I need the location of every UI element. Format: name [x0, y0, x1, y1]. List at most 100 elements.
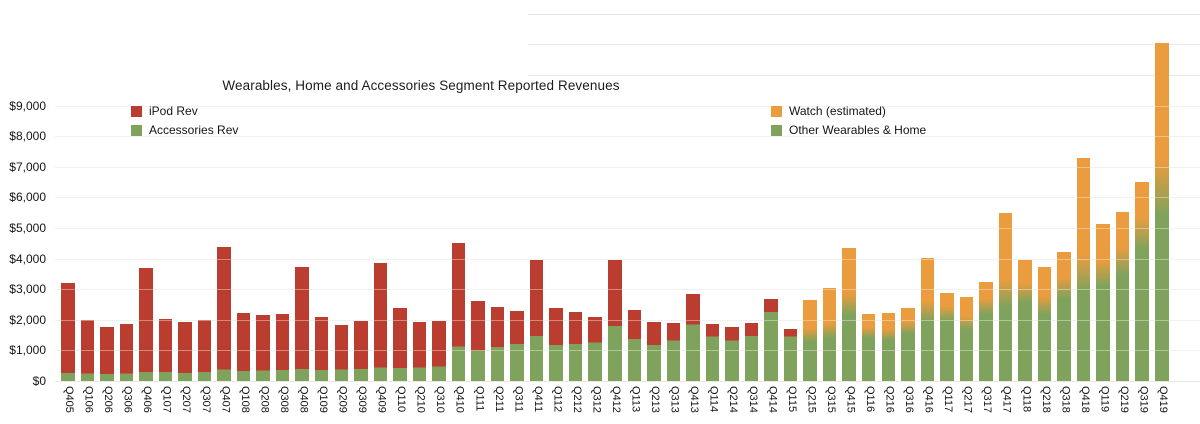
y-axis-label: $3,000	[9, 282, 46, 297]
bar-q318	[1057, 251, 1071, 381]
bar-q112	[549, 307, 563, 381]
x-axis-label-q408: Q408	[297, 386, 310, 413]
x-axis-label-q216: Q216	[883, 386, 896, 413]
x-axis-label-q206: Q206	[102, 386, 115, 413]
bar-q310	[432, 320, 446, 381]
bar-q118	[1018, 260, 1032, 381]
x-axis-label-q416: Q416	[922, 386, 935, 413]
y-axis-label: $2,000	[9, 312, 46, 327]
y-axis-label: $6,000	[9, 190, 46, 205]
x-axis-label-q208: Q208	[258, 386, 271, 413]
gridline-overlay-5000	[55, 228, 1200, 229]
bar-q406	[139, 267, 153, 381]
x-axis-label-q115: Q115	[785, 386, 798, 413]
bar-q314	[744, 322, 759, 381]
bar-q419	[1155, 42, 1169, 381]
x-axis-label-q108: Q108	[238, 386, 251, 413]
x-axis-label-q405: Q405	[63, 386, 75, 413]
y-axis-label: $1,000	[9, 343, 46, 358]
x-axis-label-q116: Q116	[863, 386, 876, 413]
x-axis-label-q112: Q112	[551, 386, 564, 413]
x-axis-label-q419: Q419	[1157, 386, 1170, 413]
x-axis-label-q319: Q319	[1137, 386, 1150, 413]
bar-q206	[100, 326, 114, 381]
bar-q119	[1096, 224, 1110, 381]
bar-q215	[803, 300, 817, 381]
gridline-overlay-2000	[55, 319, 1200, 321]
x-axis-label-q406: Q406	[141, 386, 154, 413]
bar-q107	[158, 318, 173, 381]
bar-q211	[490, 307, 505, 381]
bar-q111	[471, 301, 485, 381]
x-axis-label-q107: Q107	[160, 386, 173, 413]
bar-q412	[608, 260, 622, 381]
gridline-4000	[55, 258, 1200, 260]
gridline-6000	[55, 197, 1200, 199]
bar-q316	[901, 308, 915, 381]
y-axis-label: $8,000	[9, 129, 46, 144]
x-axis-label-q119: Q119	[1098, 386, 1111, 413]
gridline-12000	[528, 13, 1200, 15]
bar-q109	[314, 317, 329, 381]
x-axis-label-q311: Q311	[512, 386, 525, 413]
x-axis-label-q307: Q307	[199, 386, 212, 413]
bar-q312	[588, 317, 602, 381]
bar-q113	[627, 309, 642, 381]
x-axis-label-q314: Q314	[746, 386, 759, 413]
bar-q110	[393, 308, 407, 381]
bar-q415	[842, 247, 856, 381]
bar-q209	[334, 325, 348, 381]
bar-q214	[725, 326, 739, 381]
y-axis-label: $5,000	[9, 221, 46, 235]
gridline-overlay-4000	[55, 258, 1200, 260]
x-axis-label-q407: Q407	[219, 386, 232, 413]
gridline-8000	[55, 136, 1200, 138]
gridline-11000	[528, 44, 1200, 46]
bar-q417	[998, 213, 1013, 381]
bar-q315	[822, 287, 837, 381]
bar-q212	[568, 311, 583, 381]
x-axis-label-q312: Q312	[590, 386, 603, 413]
bar-q116	[861, 314, 876, 381]
bar-q108	[236, 312, 251, 381]
gridline-overlay-7000	[55, 166, 1200, 168]
x-axis-label-q309: Q309	[356, 386, 369, 413]
bar-q213	[647, 321, 661, 381]
x-axis-label-q214: Q214	[727, 386, 740, 413]
x-axis-label-q417: Q417	[1000, 386, 1013, 413]
legend-item-label: Watch (estimated)	[789, 104, 886, 118]
chart-title: Wearables, Home and Accessories Segment …	[222, 78, 620, 93]
x-axis-label-q316: Q316	[903, 386, 916, 413]
legend-swatch-icon	[131, 105, 142, 117]
gridline-9000	[55, 105, 1200, 107]
x-axis-label-q409: Q409	[375, 386, 388, 413]
gridline-overlay-9000	[55, 105, 1200, 107]
gridline-7000	[55, 166, 1200, 168]
x-axis-label-q318: Q318	[1059, 386, 1072, 413]
bar-q319	[1135, 181, 1149, 381]
bar-q311	[510, 310, 524, 381]
bar-q405	[61, 282, 75, 381]
x-axis-label-q207: Q207	[180, 386, 193, 413]
bar-q413	[686, 294, 700, 381]
bar-q117	[940, 293, 954, 381]
x-axis-label-q306: Q306	[121, 386, 134, 413]
y-axis-label: $7,000	[9, 159, 46, 174]
bar-q115	[783, 329, 798, 381]
bar-q408	[295, 267, 309, 381]
x-axis-label-q308: Q308	[277, 386, 290, 413]
legend-swatch-icon	[131, 124, 142, 136]
legend-item-accessories-rev: Accessories Rev	[131, 123, 238, 137]
bar-q414	[764, 299, 778, 381]
x-axis-label-q113: Q113	[629, 386, 642, 413]
bar-q217	[959, 297, 974, 381]
bar-q218	[1037, 266, 1052, 381]
x-axis-label-q213: Q213	[649, 386, 662, 413]
legend-left: iPod Rev Accessories Rev	[131, 104, 238, 137]
bar-q410	[451, 242, 466, 381]
bar-q313	[666, 322, 681, 381]
x-axis-label-q219: Q219	[1117, 386, 1130, 413]
bar-q309	[354, 321, 368, 381]
y-axis-label: $4,000	[9, 251, 46, 266]
bar-q210	[412, 321, 427, 381]
